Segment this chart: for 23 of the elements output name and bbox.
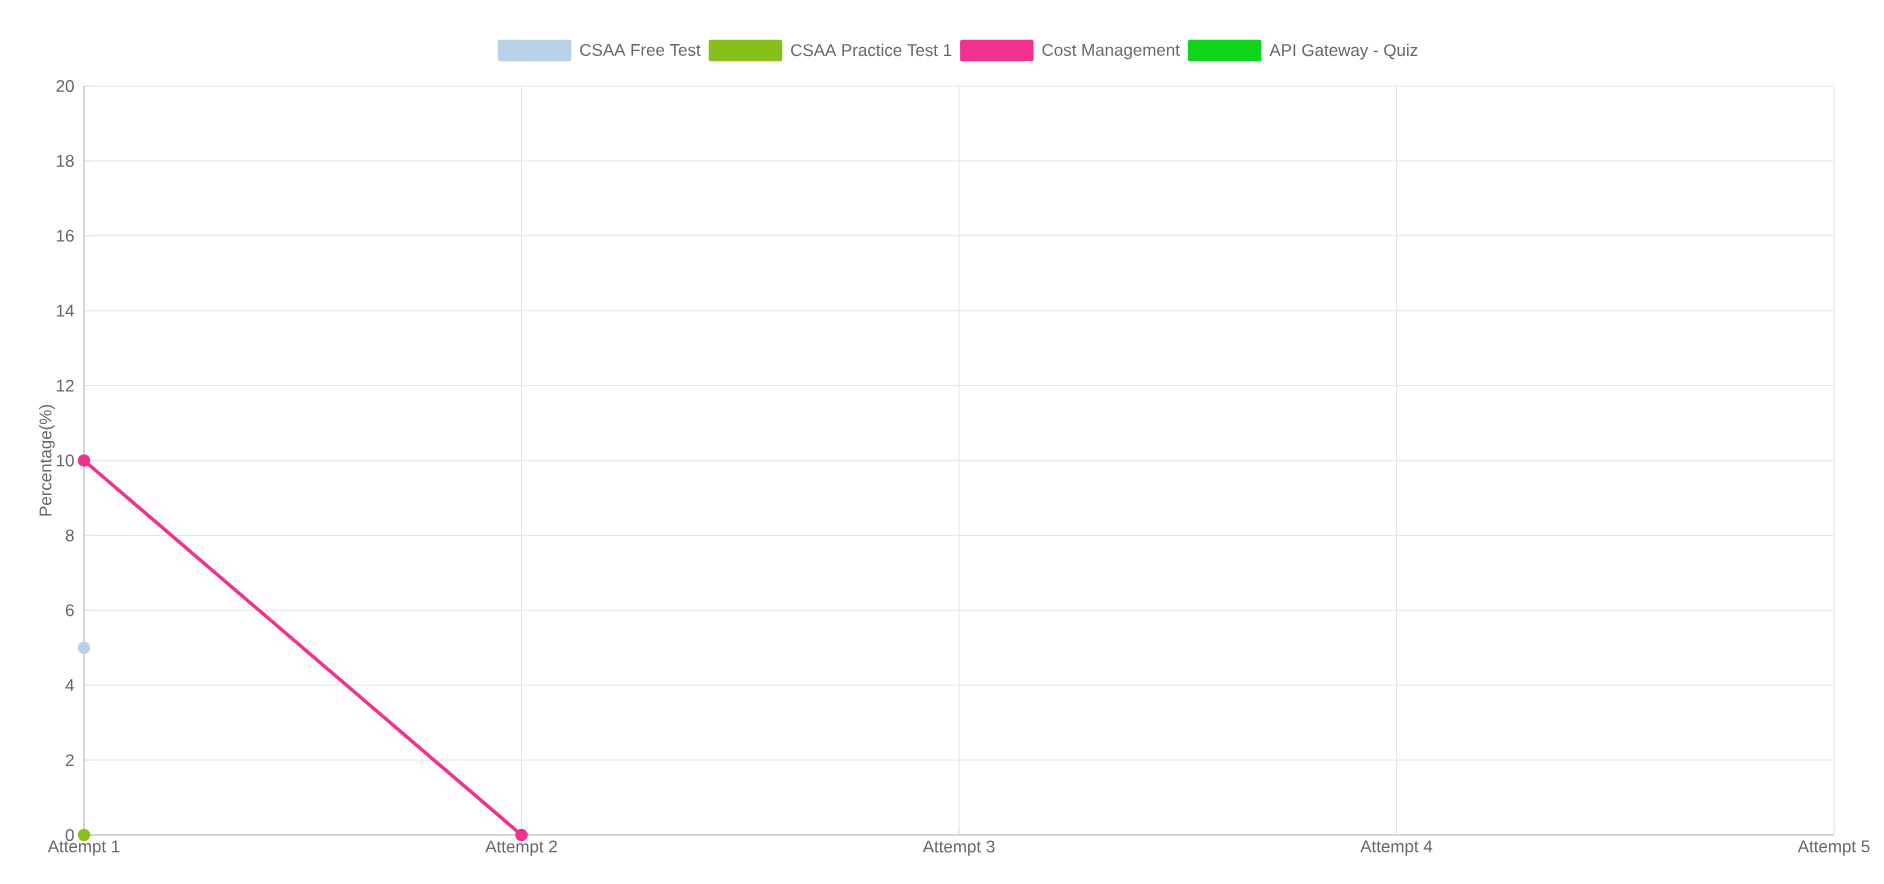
point xyxy=(77,641,91,654)
legend-label: CSAA Free Test xyxy=(580,43,701,56)
y-tick-label: 20 xyxy=(56,79,74,92)
y-tick-label: 6 xyxy=(65,604,74,617)
legend-label: CSAA Practice Test 1 xyxy=(791,43,952,57)
y-axis-title: Percentage(%) xyxy=(39,405,55,516)
legend-label: Cost Management xyxy=(1042,43,1180,60)
y-tick-label: 12 xyxy=(56,379,74,392)
y-tick-label: 14 xyxy=(56,304,74,317)
legend-label: API Gateway - Quiz xyxy=(1269,43,1418,60)
y-tick-label: 8 xyxy=(65,529,74,542)
x-tick-label: Attempt 1 xyxy=(47,840,120,856)
y-tick-label: 18 xyxy=(56,154,74,167)
x-tick-label: Attempt 2 xyxy=(485,840,557,856)
y-tick-label: 0 xyxy=(65,829,74,841)
x-tick-label: Attempt 3 xyxy=(922,840,995,856)
y-tick-label: 4 xyxy=(65,679,74,692)
y-tick-label: 10 xyxy=(56,454,74,467)
y-tick-label: 16 xyxy=(56,229,74,242)
x-tick-label: Attempt 4 xyxy=(1360,840,1433,856)
x-tick-label: Attempt 5 xyxy=(1797,840,1870,856)
point xyxy=(77,454,91,467)
y-tick-label: 2 xyxy=(65,754,74,767)
